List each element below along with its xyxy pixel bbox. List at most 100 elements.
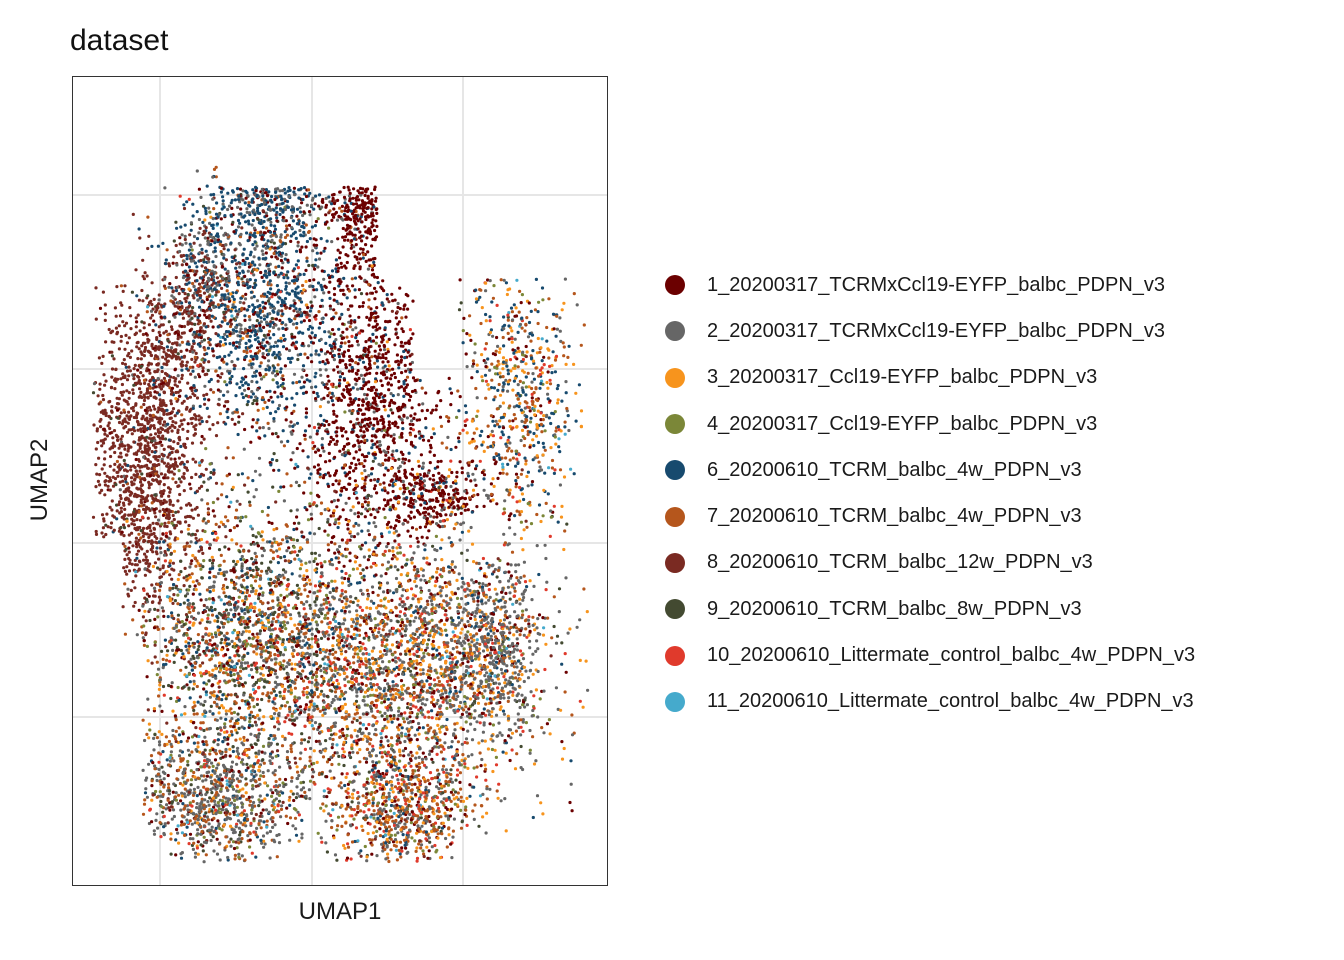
scatter-point [121,320,125,324]
scatter-point [281,201,285,205]
scatter-point [274,374,278,378]
scatter-point [251,243,255,247]
scatter-point [334,442,339,446]
scatter-point [343,463,347,467]
scatter-point [421,402,425,406]
scatter-point [474,467,478,471]
scatter-point [353,479,357,483]
scatter-point [526,371,530,375]
scatter-point [362,348,366,353]
scatter-point [188,365,192,369]
scatter-point [356,515,360,519]
scatter-point [301,213,305,218]
scatter-point [272,241,276,245]
scatter-point [146,246,150,251]
scatter-point [270,316,274,321]
scatter-point [135,345,139,349]
scatter-point [170,410,174,414]
scatter-point [165,363,169,367]
scatter-point [208,307,212,311]
scatter-point [353,486,357,490]
scatter-point [185,437,189,441]
scatter-point [368,363,372,367]
scatter-point [310,225,314,229]
scatter-point [351,284,355,288]
scatter-point [409,504,413,508]
scatter-point [224,422,228,426]
scatter-point [227,277,231,281]
scatter-point [386,445,391,449]
scatter-point [164,258,168,262]
scatter-point [225,383,229,387]
scatter-point [390,453,394,457]
scatter-point [341,336,346,340]
scatter-point [108,505,112,509]
scatter-point [334,311,338,315]
scatter-point [240,307,244,312]
scatter-point [320,298,324,302]
scatter-point [129,414,133,418]
scatter-point [241,383,245,387]
scatter-point [180,355,184,359]
scatter-point [114,380,118,384]
scatter-point [163,473,167,477]
scatter-point [207,340,211,344]
scatter-point [160,341,164,346]
scatter-point [146,458,150,463]
scatter-point [318,467,322,471]
scatter-point [409,368,413,372]
scatter-point [267,426,271,431]
scatter-point [251,233,255,237]
scatter-point [246,269,250,273]
scatter-point [306,455,310,459]
scatter-point [118,500,122,504]
scatter-point [389,434,393,438]
scatter-point [136,313,140,317]
scatter-point [259,270,263,275]
scatter-point [356,458,361,462]
scatter-point [161,609,165,613]
scatter-point [154,432,158,436]
scatter-point [268,336,272,340]
scatter-point [123,462,127,466]
scatter-point [379,379,383,383]
scatter-point [362,430,366,434]
scatter-point [300,375,304,379]
scatter-point [367,554,372,558]
scatter-point [336,498,340,502]
scatter-point [208,234,212,239]
scatter-point [314,258,318,262]
scatter-point [296,291,300,295]
scatter-point [268,208,273,212]
scatter-point [495,335,499,340]
scatter-point [172,348,177,352]
scatter-point [132,377,136,381]
scatter-point [262,201,267,205]
scatter-point [354,397,358,401]
scatter-point [401,421,405,425]
scatter-point [369,478,373,482]
scatter-point [281,345,286,349]
scatter-point [404,439,408,443]
scatter-point [134,325,138,329]
scatter-point [137,227,141,231]
scatter-point [146,305,150,309]
scatter-point [412,515,416,519]
scatter-point [138,487,142,491]
scatter-point [197,319,202,323]
scatter-point [407,392,411,397]
scatter-point [222,360,226,364]
scatter-point [124,480,128,484]
scatter-point [369,199,373,203]
scatter-point [154,323,158,327]
scatter-point [168,282,172,286]
scatter-point [243,388,247,392]
scatter-point [385,369,389,374]
scatter-point [234,346,238,350]
scatter-point [275,284,279,288]
scatter-point [448,387,452,391]
scatter-point [348,354,352,359]
scatter-point [302,230,306,234]
scatter-point [301,341,305,346]
scatter-point [327,290,331,294]
